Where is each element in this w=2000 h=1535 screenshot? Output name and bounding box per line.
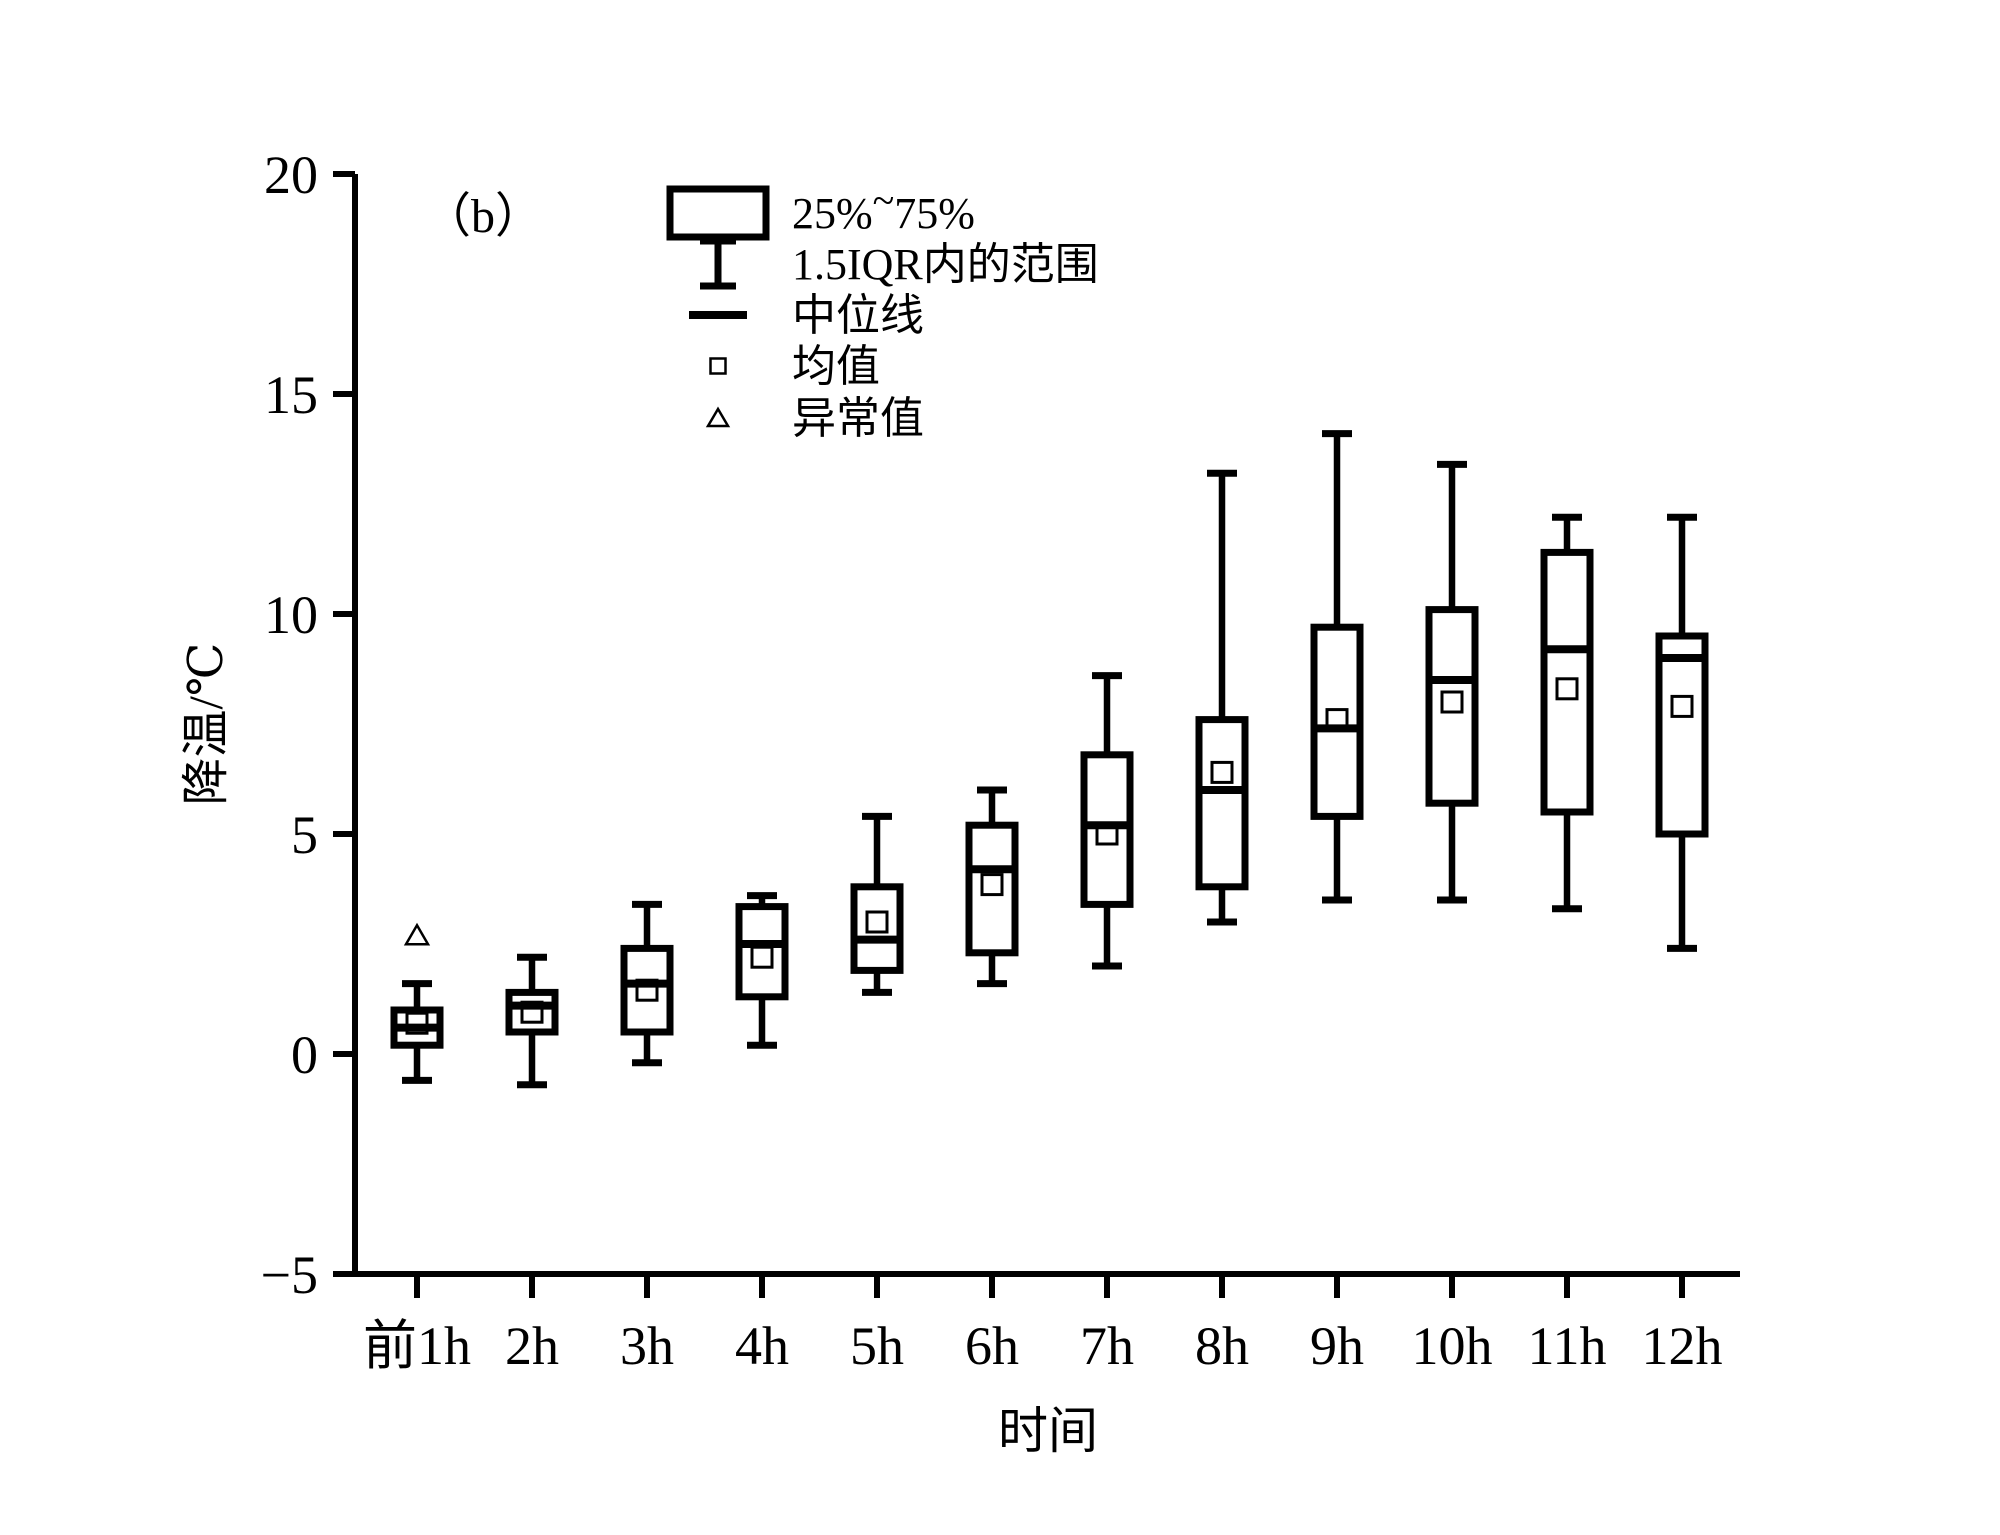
- outlier-marker: [403, 922, 431, 946]
- x-axis: 前1h 2h 3h 4h 5h 6h 7h 8h 9h 10h 11h 12h: [363, 1274, 1723, 1376]
- legend-box-icon: [666, 185, 770, 241]
- mean-marker: [1095, 822, 1119, 846]
- x-tick-label: 3h: [620, 1316, 674, 1376]
- box-group-6h: [965, 786, 1019, 988]
- iqr-box: [850, 883, 904, 974]
- mean-marker: [1555, 677, 1579, 701]
- x-tick-label: 12h: [1642, 1316, 1723, 1376]
- iqr-box: [505, 988, 559, 1036]
- legend-item-box: 25%~75%: [666, 178, 975, 241]
- x-tick-label: 7h: [1080, 1316, 1134, 1376]
- box-group-12h: [1655, 513, 1709, 952]
- iqr-box: [1425, 606, 1479, 807]
- box-group-2h: [505, 953, 559, 1089]
- mean-marker: [1210, 760, 1234, 784]
- x-tick-label: 11h: [1528, 1316, 1607, 1376]
- box-group-9h: [1310, 430, 1364, 904]
- y-axis: 20 15 10 5 0 −5: [261, 145, 355, 1305]
- legend-mean-icon: [709, 357, 727, 375]
- y-tick-label: 10: [264, 585, 318, 645]
- iqr-box: [620, 944, 674, 1036]
- legend-item-whisker: 1.5IQR内的范围: [700, 237, 1099, 290]
- box-group-8h: [1195, 469, 1249, 926]
- mean-marker: [865, 910, 889, 934]
- box-group-5h: [850, 812, 904, 996]
- iqr-box: [1540, 548, 1594, 816]
- x-tick-label: 2h: [505, 1316, 559, 1376]
- y-tick-label: 5: [291, 805, 318, 865]
- y-tick-label: 15: [264, 365, 318, 425]
- mean-marker: [1670, 694, 1694, 718]
- panel-label: （b）: [423, 190, 543, 243]
- iqr-box: [1310, 623, 1364, 820]
- x-tick-label: 5h: [850, 1316, 904, 1376]
- legend-item-mean-square: 均值: [709, 342, 880, 391]
- mean-marker: [405, 1011, 429, 1035]
- y-axis-title: 降温/℃: [180, 642, 233, 805]
- axes-frame: [352, 174, 1740, 1277]
- iqr-box: [735, 903, 789, 1001]
- mean-marker: [1325, 708, 1349, 732]
- iqr-box: [965, 821, 1019, 957]
- box-group-3h: [620, 900, 674, 1067]
- legend-label: 25%~75%: [792, 178, 975, 238]
- mean-marker: [750, 945, 774, 969]
- box-group-11h: [1540, 513, 1594, 913]
- legend-label: 1.5IQR内的范围: [792, 240, 1099, 289]
- box-group-10h: [1425, 460, 1479, 904]
- legend-item-median-line: 中位线: [689, 291, 924, 340]
- y-tick-label: −5: [261, 1245, 318, 1305]
- box-group-7h: [1080, 672, 1134, 970]
- x-tick-label: 8h: [1195, 1316, 1249, 1376]
- legend-item-outlier-triangle: 异常值: [705, 394, 924, 443]
- box-group-4h: [735, 892, 789, 1049]
- x-tick-label: 9h: [1310, 1316, 1364, 1376]
- y-tick-label: 20: [264, 145, 318, 205]
- mean-marker: [520, 1000, 544, 1024]
- x-tick-label: 4h: [735, 1316, 789, 1376]
- x-tick-label: 10h: [1412, 1316, 1493, 1376]
- mean-marker: [635, 978, 659, 1002]
- legend-outlier-icon: [705, 406, 731, 428]
- iqr-box: [1080, 751, 1134, 908]
- legend-label: 中位线: [792, 291, 924, 340]
- x-axis-title: 时间: [998, 1403, 1098, 1459]
- iqr-box: [1655, 632, 1709, 838]
- y-tick-label: 0: [291, 1025, 318, 1085]
- x-tick-label: 前1h: [363, 1316, 471, 1376]
- iqr-box: [1195, 716, 1249, 891]
- legend-label: 异常值: [792, 394, 924, 443]
- mean-marker: [1440, 690, 1464, 714]
- mean-marker: [980, 873, 1004, 897]
- legend-label: 均值: [792, 342, 880, 391]
- x-tick-label: 6h: [965, 1316, 1019, 1376]
- box-group-前1h: [390, 922, 444, 1084]
